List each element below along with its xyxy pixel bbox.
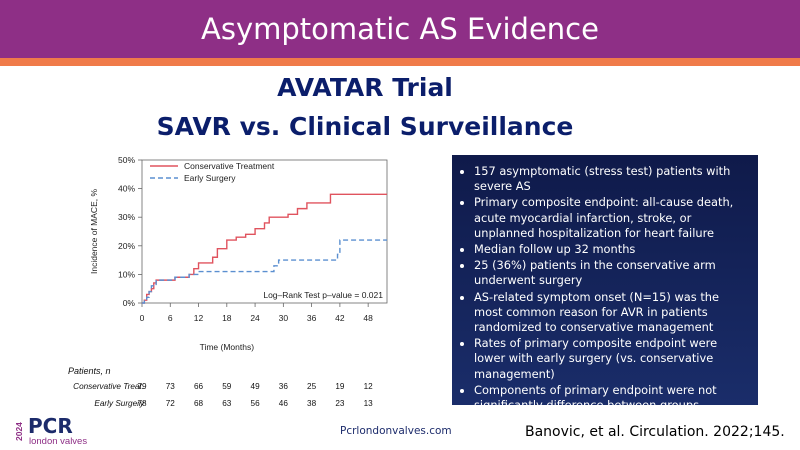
footer-url[interactable]: Pcrlondonvalves.com	[340, 425, 452, 437]
risk-count: 36	[279, 382, 289, 391]
bullet-item: Components of primary endpoint were not …	[474, 383, 750, 413]
y-tick-label: 50%	[118, 155, 135, 165]
y-tick-label: 0%	[123, 298, 136, 308]
x-tick-label: 36	[307, 313, 317, 323]
km-chart: 0% 10% 20% 30% 40% 50% 0 6 12 18 24 30 36 42 48 Time (M…	[62, 150, 412, 420]
risk-count: 79	[137, 382, 147, 391]
logo-year: 2024	[14, 422, 24, 442]
risk-count: 56	[251, 399, 261, 408]
header-bar: Asymptomatic AS Evidence	[0, 0, 800, 58]
risk-count: 72	[166, 399, 176, 408]
bullet-list: 157 asymptomatic (stress test) patients …	[458, 164, 750, 413]
logrank-annotation: Log–Rank Test p–value = 0.021	[263, 290, 383, 300]
bullet-item: Median follow up 32 months	[474, 242, 750, 257]
bullet-item: Primary composite endpoint: all-cause de…	[474, 195, 750, 241]
x-axis-label: Time (Months)	[200, 342, 255, 352]
y-tick-label: 20%	[118, 241, 135, 251]
x-tick-label: 0	[140, 313, 145, 323]
risk-count: 38	[307, 399, 317, 408]
km-chart-svg: 0% 10% 20% 30% 40% 50% 0 6 12 18 24 30 36 42 48 Time (M…	[68, 155, 388, 408]
series-line-conservative	[142, 193, 387, 304]
risk-count: 68	[194, 399, 204, 408]
risk-count: 13	[364, 399, 374, 408]
y-tick-label: 30%	[118, 212, 135, 222]
bullet-item: AS-related symptom onset (N=15) was the …	[474, 290, 750, 336]
x-tick-label: 24	[250, 313, 260, 323]
risk-count: 23	[335, 399, 345, 408]
x-tick-label: 30	[279, 313, 289, 323]
risk-table-header: Patients, n	[68, 366, 111, 376]
risk-count: 59	[222, 382, 232, 391]
y-tick-label: 10%	[118, 269, 135, 279]
risk-row-label: Conservative Treat.	[73, 382, 144, 391]
y-axis-label: Incidence of MACE, %	[89, 189, 99, 274]
info-panel: 157 asymptomatic (stress test) patients …	[452, 155, 758, 412]
x-tick-label: 42	[335, 313, 345, 323]
legend-label: Conservative Treatment	[184, 161, 275, 171]
y-tick-label: 40%	[118, 184, 135, 194]
slide-header-title: Asymptomatic AS Evidence	[201, 12, 599, 46]
bullet-item: 157 asymptomatic (stress test) patients …	[474, 164, 750, 194]
citation: Banovic, et al. Circulation. 2022;145.	[525, 424, 785, 440]
risk-count: 19	[335, 382, 345, 391]
risk-count: 49	[251, 382, 261, 391]
risk-count: 63	[222, 399, 232, 408]
logo-main: PCR	[28, 414, 73, 438]
header-accent-strip	[0, 58, 800, 66]
pcr-logo: 2024 PCR london valves	[14, 414, 104, 448]
slide-title-line-2: SAVR vs. Clinical Surveillance	[156, 112, 574, 141]
risk-row-label: Early Surgery	[94, 399, 145, 408]
risk-count: 66	[194, 382, 204, 391]
risk-count: 73	[166, 382, 176, 391]
x-tick-label: 6	[168, 313, 173, 323]
bullet-item: 25 (36%) patients in the conservative ar…	[474, 258, 750, 288]
risk-count: 46	[279, 399, 289, 408]
risk-count: 25	[307, 382, 317, 391]
risk-count: 12	[364, 382, 374, 391]
slide-title-line-1: AVATAR Trial	[277, 73, 453, 102]
logo-subtitle: london valves	[29, 436, 88, 447]
series-line-early-surgery	[142, 239, 387, 304]
x-tick-label: 48	[363, 313, 373, 323]
x-tick-label: 18	[222, 313, 232, 323]
risk-count: 78	[137, 399, 147, 408]
bullet-item: Rates of primary composite endpoint were…	[474, 336, 750, 382]
x-tick-label: 12	[194, 313, 204, 323]
plot-frame	[141, 159, 388, 304]
legend-label: Early Surgery	[184, 173, 236, 183]
